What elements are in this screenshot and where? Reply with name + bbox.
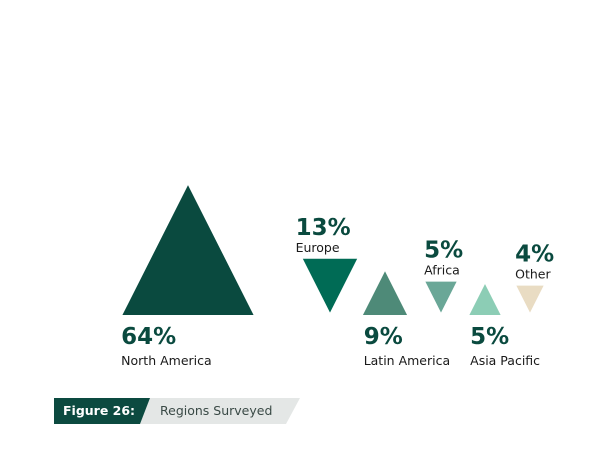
- figure-caption: Figure 26: Regions Surveyed: [54, 398, 300, 424]
- category-label-latin-america: Latin America: [364, 353, 450, 368]
- value-label-europe: 13%: [296, 215, 351, 241]
- category-label-north-america: North America: [121, 353, 212, 368]
- triangle-latin-america: [356, 262, 414, 319]
- value-label-africa: 5%: [424, 238, 463, 264]
- triangle-other: [509, 281, 551, 322]
- figure-title: Regions Surveyed: [160, 403, 273, 418]
- category-label-europe: Europe: [296, 240, 340, 255]
- value-label-latin-america: 9%: [364, 324, 403, 350]
- triangle-europe: [296, 254, 364, 322]
- category-label-africa: Africa: [424, 263, 460, 278]
- value-label-asia-pacific: 5%: [470, 324, 509, 350]
- category-label-asia-pacific: Asia Pacific: [470, 353, 540, 368]
- value-label-other: 4%: [515, 242, 554, 268]
- triangle-africa: [418, 277, 464, 322]
- value-label-north-america: 64%: [121, 324, 176, 350]
- triangle-asia-pacific: [462, 275, 508, 319]
- category-label-other: Other: [515, 267, 551, 282]
- triangle-north-america: [115, 176, 261, 319]
- figure-label: Figure 26:: [54, 398, 150, 424]
